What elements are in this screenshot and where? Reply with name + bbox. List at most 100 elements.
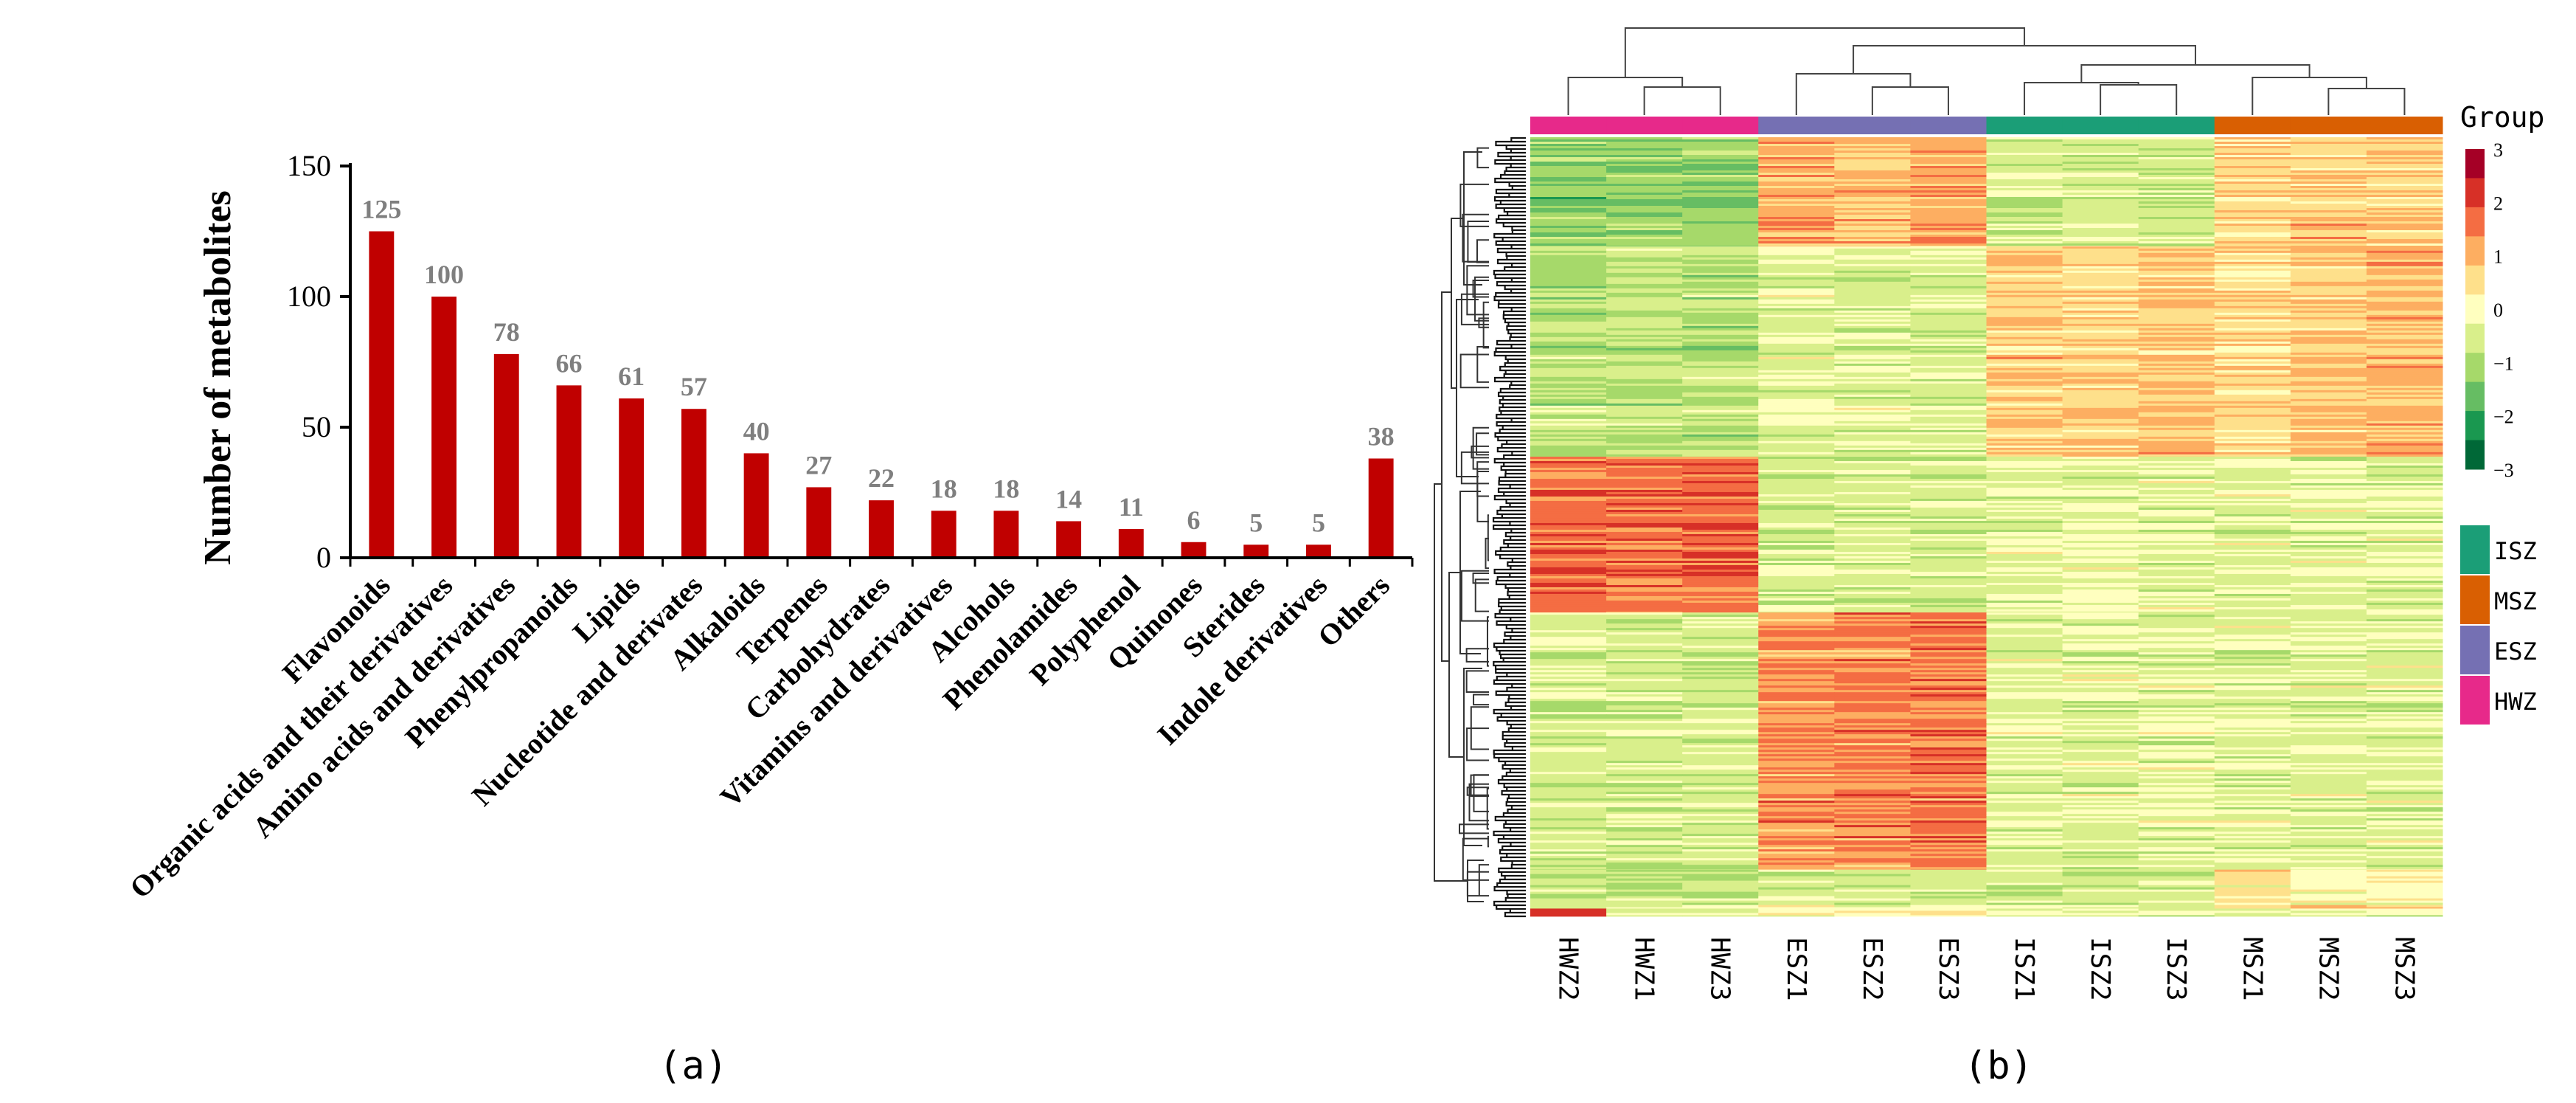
heatmap-cell — [1606, 714, 1683, 717]
heatmap-cell — [1834, 463, 1911, 466]
heatmap-cell — [1606, 241, 1683, 244]
heatmap-cell — [1682, 544, 1759, 548]
heatmap-cell — [1530, 471, 1607, 475]
heatmap-cell — [2366, 913, 2443, 916]
heatmap-panel: HWZ2 HWZ1 HWZ3 ESZ1 ESZ2 ESZ3 ISZ1 ISZ2 ISZ3 MSZ1… — [1434, 27, 2544, 1088]
heatmap-cell — [2366, 317, 2443, 320]
heatmap-cell — [1606, 902, 1683, 906]
heatmap-cell — [1606, 354, 1683, 358]
heatmap-cell — [1986, 341, 2063, 345]
heatmap-cell — [2366, 767, 2443, 770]
heatmap-cell — [2366, 818, 2443, 821]
heatmap-cell — [2138, 865, 2215, 868]
dendrogram-link — [2252, 77, 2367, 115]
heatmap-cell — [1606, 367, 1683, 371]
heatmap-cell — [1606, 885, 1683, 888]
heatmap-cell — [1530, 425, 1607, 429]
heatmap-cell — [1986, 723, 2063, 726]
heatmap-cell — [1758, 891, 1835, 895]
heatmap-cell — [1758, 471, 1835, 475]
heatmap-cell — [2290, 743, 2367, 746]
heatmap-cell — [2062, 170, 2139, 173]
heatmap-cell — [1606, 745, 1683, 748]
heatmap-cell — [2366, 354, 2443, 358]
heatmap-cell — [2214, 502, 2291, 506]
heatmap-cell — [2062, 823, 2139, 826]
heatmap-cell — [1606, 219, 1683, 222]
heatmap-cell — [1530, 350, 1607, 353]
heatmap-cell — [1606, 474, 1683, 477]
heatmap-cell — [1530, 443, 1607, 446]
heatmap-cell — [1530, 505, 1607, 508]
heatmap-cell — [1986, 571, 2063, 575]
heatmap-cell — [1606, 721, 1683, 724]
heatmap-cell — [1834, 611, 1911, 613]
heatmap-cell — [1910, 518, 1987, 522]
heatmap-cell — [1910, 732, 1987, 735]
heatmap-cell — [2366, 237, 2443, 240]
heatmap-cell — [1530, 551, 1607, 555]
heatmap-cell — [1986, 641, 2063, 644]
heatmap-cell — [2290, 463, 2367, 466]
heatmap-cell — [1530, 531, 1607, 535]
heatmap-cell — [2214, 761, 2291, 764]
heatmap-cell — [1986, 274, 2063, 278]
heatmap-cell — [1530, 600, 1607, 604]
heatmap-cell — [1606, 401, 1683, 404]
heatmap-cell — [2366, 162, 2443, 165]
heatmap-cell — [1986, 266, 2063, 269]
heatmap-cell — [2290, 491, 2367, 495]
heatmap-cell — [2366, 188, 2443, 191]
heatmap-cell — [2366, 834, 2443, 837]
heatmap-cell — [2138, 862, 2215, 865]
heatmap-cell — [1530, 770, 1607, 772]
heatmap-cell — [2214, 246, 2291, 249]
bar — [369, 231, 395, 558]
heatmap-cell — [1606, 635, 1683, 637]
heatmap-cell — [1758, 425, 1835, 429]
heatmap-cell — [2290, 385, 2367, 389]
heatmap-cell — [2062, 663, 2139, 666]
heatmap-cell — [2214, 893, 2291, 897]
heatmap-cell — [2062, 394, 2139, 398]
heatmap-cell — [2138, 237, 2215, 240]
heatmap-cell — [2062, 820, 2139, 823]
heatmap-cell — [1530, 465, 1607, 468]
heatmap-cell — [2138, 226, 2215, 229]
heatmap-cell — [1986, 412, 2063, 415]
heatmap-cell — [2290, 542, 2367, 546]
heatmap-cell — [2366, 593, 2443, 597]
heatmap-cell — [1834, 522, 1911, 526]
heatmap-cell — [2214, 483, 2291, 486]
heatmap-cell — [2138, 157, 2215, 160]
heatmap-cell — [2366, 511, 2443, 515]
heatmap-cell — [2138, 814, 2215, 817]
heatmap-cell — [1986, 434, 2063, 438]
heatmap-cell — [1986, 798, 2063, 801]
heatmap-cell — [1758, 743, 1835, 746]
heatmap-cell — [2214, 456, 2291, 460]
heatmap-cell — [1682, 628, 1759, 631]
heatmap-cell — [1910, 217, 1987, 220]
heatmap-cell — [1530, 721, 1607, 724]
heatmap-cell — [1606, 237, 1683, 240]
heatmap-cell — [1530, 668, 1607, 671]
heatmap-cell — [2138, 739, 2215, 741]
heatmap-cell — [1758, 887, 1835, 891]
heatmap-cell — [1682, 869, 1759, 871]
heatmap-cell — [1530, 387, 1607, 391]
heatmap-cell — [1986, 398, 2063, 402]
heatmap-cell — [2214, 730, 2291, 733]
heatmap-cell — [1986, 569, 2063, 573]
heatmap-cell — [1530, 589, 1607, 592]
heatmap-cell — [1530, 181, 1607, 184]
heatmap-cell — [2366, 527, 2443, 530]
heatmap-cell — [1606, 217, 1683, 220]
heatmap-cell — [1530, 409, 1607, 413]
heatmap-cell — [2366, 898, 2443, 902]
heatmap-cell — [1530, 763, 1607, 766]
heatmap-cell — [1682, 478, 1759, 482]
heatmap-cell — [1682, 536, 1759, 539]
heatmap-cell — [1834, 142, 1911, 145]
heatmap-cell — [1986, 241, 2063, 244]
